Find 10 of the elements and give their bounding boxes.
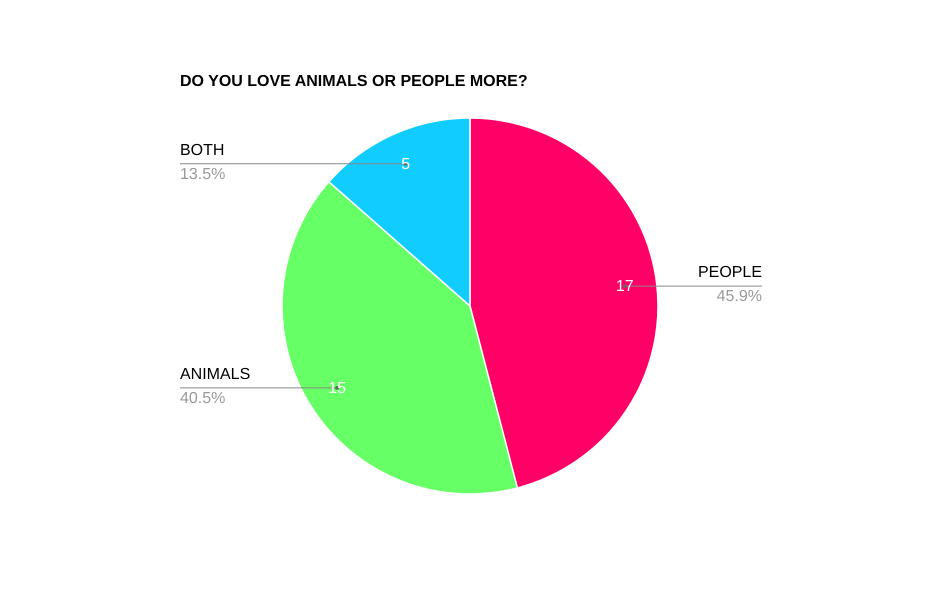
text: 13.5% — [180, 166, 226, 183]
text: 45.9% — [716, 288, 762, 306]
slice-label: BOTH — [180, 142, 224, 159]
data-label: 5 — [401, 156, 410, 173]
text: 40.5% — [180, 390, 226, 407]
data-label: 15 — [328, 380, 346, 397]
data-label: 17 — [616, 278, 634, 296]
chart-title: DO YOU LOVE ANIMALS OR PEOPLE MORE? — [180, 73, 528, 90]
slice-label: ANIMALS — [180, 366, 250, 383]
slice-label: PEOPLE — [698, 264, 762, 282]
